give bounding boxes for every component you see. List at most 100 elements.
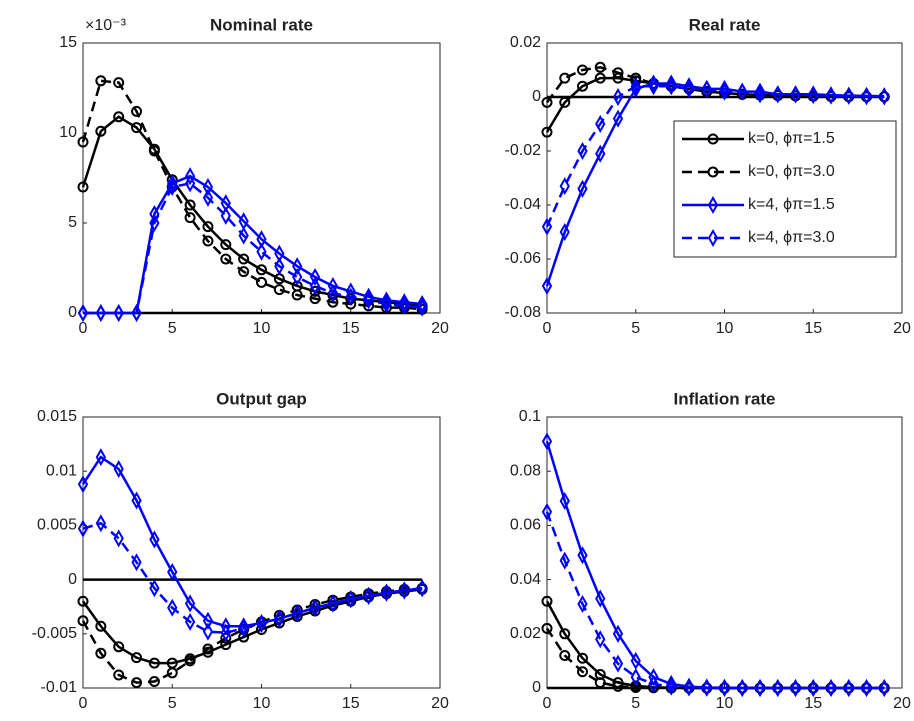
marker <box>559 96 571 108</box>
marker <box>381 583 392 602</box>
marker <box>220 623 231 642</box>
marker <box>149 213 160 233</box>
marker <box>825 678 837 698</box>
marker <box>577 141 588 161</box>
y-tick-label: 0.08 <box>510 462 541 479</box>
marker <box>701 79 712 98</box>
marker <box>541 126 553 138</box>
marker <box>220 239 232 251</box>
marker <box>399 296 410 315</box>
marker <box>77 303 89 323</box>
marker <box>113 641 125 653</box>
marker <box>238 619 249 638</box>
marker <box>113 460 124 479</box>
x-tick-label: 20 <box>893 320 911 337</box>
marker <box>202 188 214 207</box>
x-tick-label: 15 <box>342 320 360 337</box>
marker <box>167 177 178 197</box>
series-line <box>545 600 885 690</box>
x-tick-label: 15 <box>342 695 360 712</box>
marker <box>648 674 659 693</box>
marker <box>113 529 124 548</box>
marker <box>149 530 160 549</box>
marker <box>577 666 588 678</box>
y-tick-label: 0.005 <box>37 517 77 534</box>
marker <box>309 285 321 297</box>
marker <box>595 589 606 608</box>
chart-title: Inflation rate <box>673 389 775 408</box>
x-tick-label: 0 <box>79 695 88 712</box>
x-tick-label: 0 <box>543 695 552 712</box>
marker <box>594 61 606 73</box>
marker <box>238 253 250 265</box>
marker <box>292 257 303 276</box>
marker <box>95 125 107 137</box>
series-line <box>82 521 423 634</box>
marker <box>131 122 143 134</box>
marker <box>737 678 748 698</box>
marker <box>666 674 677 693</box>
marker <box>292 267 303 287</box>
marker <box>238 266 250 278</box>
marker <box>825 86 837 105</box>
marker <box>131 553 142 572</box>
marker <box>131 105 143 117</box>
x-tick-label: 5 <box>631 320 640 337</box>
marker <box>737 82 748 101</box>
marker <box>541 276 553 296</box>
marker <box>399 293 410 312</box>
x-tick-label: 10 <box>253 695 271 712</box>
marker <box>309 267 321 287</box>
legend-label: k=4, ϕπ=1.5 <box>748 196 835 213</box>
y-tick-label: -0.08 <box>505 304 542 321</box>
marker <box>648 74 659 93</box>
marker <box>577 652 588 664</box>
marker <box>790 678 801 698</box>
marker <box>559 72 571 84</box>
marker <box>167 562 178 582</box>
y-tick-label: 10 <box>59 124 77 141</box>
marker <box>630 668 641 687</box>
marker <box>184 199 196 211</box>
legend-marker <box>707 195 719 215</box>
marker <box>77 181 89 193</box>
marker <box>77 519 89 538</box>
chart-title: Real rate <box>689 15 761 34</box>
legend-label: k=0, ϕπ=3.0 <box>748 163 835 180</box>
marker <box>363 586 374 605</box>
marker <box>220 253 232 265</box>
marker <box>683 79 695 98</box>
marker <box>184 167 196 186</box>
marker <box>808 678 819 698</box>
marker <box>861 678 872 698</box>
marker <box>701 678 712 697</box>
marker <box>381 294 392 314</box>
x-tick-label: 20 <box>431 695 449 712</box>
y-tick-label: -0.04 <box>505 196 542 213</box>
x-tick-label: 20 <box>893 695 911 712</box>
marker <box>594 72 606 84</box>
marker <box>541 217 553 236</box>
y-tick-label: 0 <box>68 304 77 321</box>
marker <box>113 669 125 681</box>
marker <box>77 595 89 607</box>
marker <box>541 595 553 607</box>
x-tick-label: 20 <box>431 320 449 337</box>
x-tick-label: 5 <box>168 695 177 712</box>
marker <box>666 677 677 696</box>
marker <box>77 615 89 627</box>
y-tick-label: 0.06 <box>510 517 541 534</box>
marker <box>719 79 730 98</box>
x-tick-label: 10 <box>253 320 271 337</box>
x-tick-label: 10 <box>716 695 734 712</box>
marker <box>683 678 695 697</box>
marker <box>345 282 356 301</box>
y-tick-label: 0 <box>68 571 77 588</box>
marker <box>559 177 570 196</box>
y-tick-label: -0.06 <box>505 250 542 267</box>
marker <box>381 291 392 310</box>
y-tick-label: 5 <box>68 214 77 231</box>
marker <box>363 291 374 310</box>
marker <box>843 678 854 698</box>
